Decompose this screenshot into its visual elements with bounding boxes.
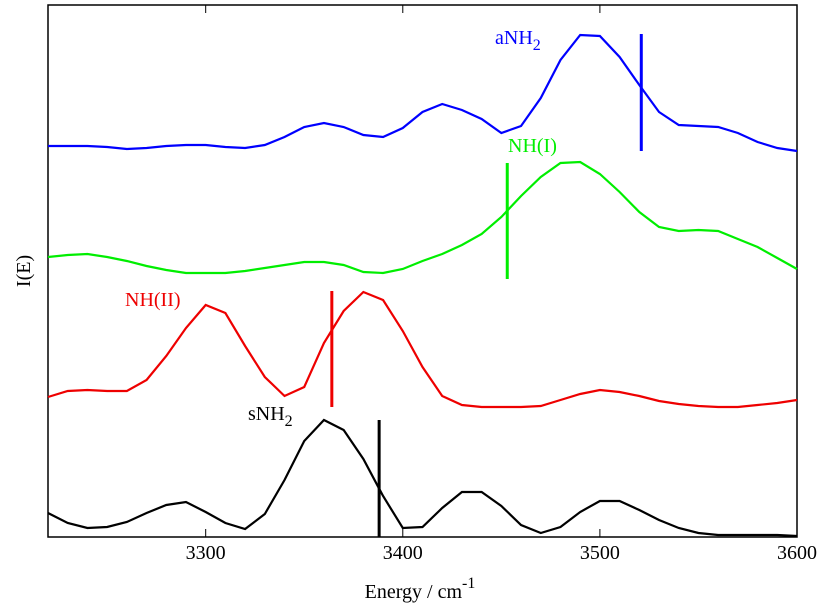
- x-tick-label: 3300: [186, 542, 226, 564]
- series-label: NH(II): [125, 289, 181, 311]
- series-label: aNH2: [495, 27, 541, 54]
- x-axis-label: Energy / cm-1: [365, 575, 476, 603]
- series-label-sub: 2: [533, 37, 541, 54]
- series-line: [47, 160, 798, 275]
- x-tick-label: 3600: [777, 542, 817, 564]
- y-axis-label: I(E): [13, 255, 35, 287]
- series-label-text: NH(I): [508, 135, 557, 157]
- series-label-sub: 2: [285, 413, 293, 430]
- series-label: NH(I): [508, 135, 557, 157]
- x-label-text: Energy / cm: [365, 581, 463, 603]
- series-line: [48, 33, 798, 153]
- series-label-text: aNH: [495, 27, 533, 49]
- x-tick-label: 3400: [383, 542, 423, 564]
- series-label-text: NH(II): [125, 289, 181, 311]
- series-label: sNH2: [248, 403, 293, 430]
- plot-frame: [47, 4, 798, 538]
- series-label-text: sNH: [248, 403, 285, 425]
- series-line: [47, 290, 798, 409]
- series-line: [47, 418, 798, 538]
- x-tick-label: 3500: [580, 542, 620, 564]
- x-label-sup: -1: [462, 575, 475, 592]
